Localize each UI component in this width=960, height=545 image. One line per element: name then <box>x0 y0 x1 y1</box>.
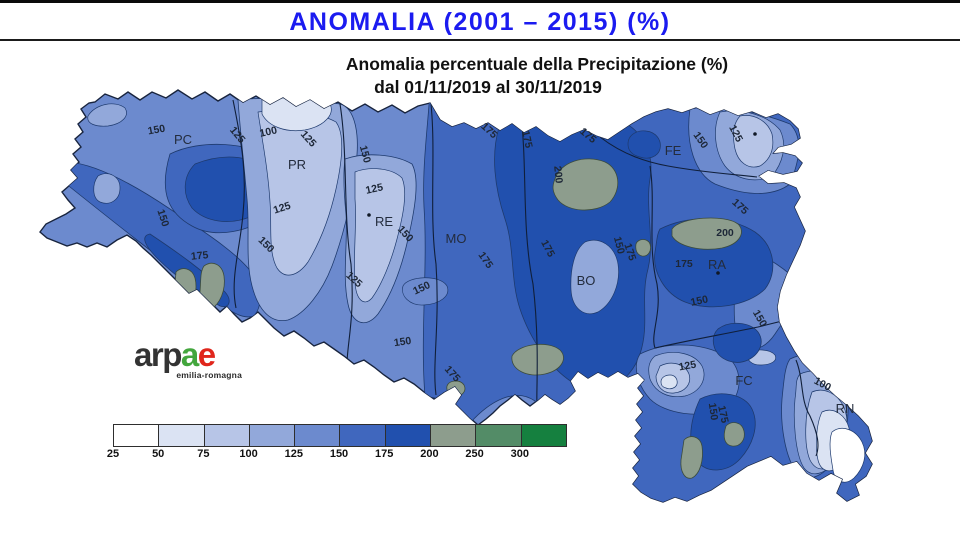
contour-label: 150 <box>706 402 720 421</box>
contour-band-west-light <box>93 173 121 204</box>
page-title: ANOMALIA (2001 – 2015) (%) <box>289 8 671 36</box>
legend-swatch <box>159 425 205 446</box>
contour-band-rn-25 <box>829 428 866 483</box>
contour-band-fc-50 <box>660 374 678 390</box>
province-label-pc: PC <box>174 132 192 147</box>
map-area: 150 125 100 125 125 150 175 150 125 125 150 150 175 1… <box>0 41 960 545</box>
legend-swatch <box>340 425 386 446</box>
legend-tick: 125 <box>284 448 303 460</box>
legend-tick: 150 <box>329 448 349 460</box>
legend-swatch <box>385 425 432 446</box>
contour-label: 200 <box>551 165 565 184</box>
contour-band-pr-75 <box>257 110 343 276</box>
legend-swatch <box>431 425 477 446</box>
town-dot <box>716 271 720 275</box>
legend-tick: 300 <box>510 448 529 460</box>
contour-label: 150 <box>154 208 171 229</box>
province-label-ra: RA <box>708 257 726 272</box>
legend-tick-labels: 25 50 75 100 125 150 175 200 250 300 <box>107 448 573 462</box>
header: ANOMALIA (2001 – 2015) (%) <box>0 0 960 41</box>
province-label-re: RE <box>375 214 393 229</box>
contour-label: 175 <box>519 130 534 150</box>
legend-tick: 250 <box>465 448 484 460</box>
contour-label: 125 <box>272 200 293 217</box>
contour-label: 150 <box>357 144 373 164</box>
contour-band-fe-100 <box>733 115 774 168</box>
town-dot <box>753 132 757 136</box>
arpae-logo-letter: a <box>180 336 199 373</box>
contour-label: 150 <box>690 293 710 308</box>
arpae-logo-letter: e <box>197 336 216 373</box>
province-label-mo: MO <box>446 231 467 246</box>
legend: 25 50 75 100 125 150 175 200 250 300 <box>107 424 567 464</box>
town-dot <box>367 213 371 217</box>
legend-swatch <box>204 425 250 446</box>
legend-tick: 200 <box>420 448 439 460</box>
band-200-250-blobs <box>173 158 745 479</box>
legend-tick: 100 <box>239 448 258 460</box>
legend-tick: 50 <box>152 448 165 460</box>
map-title-line2: dal 01/11/2019 al 30/11/2019 <box>374 77 602 97</box>
province-boundaries <box>232 99 819 457</box>
arpae-logo: arpae emilia-romagna <box>134 338 244 380</box>
province-label-rn: RN <box>836 401 855 416</box>
map-title-line1: Anomalia percentuale della Precipitazion… <box>345 54 729 74</box>
arpae-logo-subtitle: emilia-romagna <box>176 370 242 380</box>
contour-label: 100 <box>259 124 279 139</box>
arpae-logo-word: arpae <box>134 338 244 371</box>
contour-band-fc-175b <box>712 322 762 363</box>
province-label-fe: FE <box>665 143 682 158</box>
arpae-logo-letter: p <box>162 336 182 373</box>
contour-label: 150 <box>393 335 412 349</box>
legend-swatch <box>249 425 296 446</box>
legend-tick: 75 <box>197 448 210 460</box>
legend-swatch <box>521 425 566 446</box>
contour-label: 150 <box>611 235 627 255</box>
contour-label: 125 <box>678 359 697 374</box>
legend-color-bar <box>113 424 567 447</box>
map-title: Anomalia percentuale della Precipitazion… <box>0 53 960 99</box>
province-label-fc: FC <box>735 373 752 388</box>
precipitation-anomaly-map: 150 125 100 1251251501751501251251501501751… <box>39 89 873 503</box>
province-labels-layer: PC PR RE MO BO FE RA FC RN <box>174 132 854 416</box>
legend-swatch <box>114 425 160 446</box>
contour-label: 200 <box>716 227 734 239</box>
province-label-pr: PR <box>288 157 306 172</box>
contour-label: 125 <box>365 181 385 196</box>
arpae-logo-letter: r <box>150 336 164 373</box>
legend-tick: 25 <box>106 448 120 460</box>
legend-tick: 175 <box>375 448 394 460</box>
contour-band-nw-light <box>87 103 127 127</box>
town-dots-layer <box>367 132 757 275</box>
contour-band-fe-dark <box>627 130 661 159</box>
contour-label: 175 <box>190 249 209 263</box>
legend-swatch <box>295 425 341 446</box>
contour-band-re-75 <box>354 168 405 303</box>
arpae-logo-letter: a <box>134 336 152 373</box>
contour-label: 175 <box>715 405 730 425</box>
contour-label: 150 <box>147 123 166 138</box>
legend-swatch <box>476 425 522 446</box>
contour-label: 175 <box>675 258 693 270</box>
contour-band-bo-light <box>570 240 619 314</box>
province-label-bo: BO <box>577 273 596 288</box>
contour-label: 175 <box>621 242 638 263</box>
